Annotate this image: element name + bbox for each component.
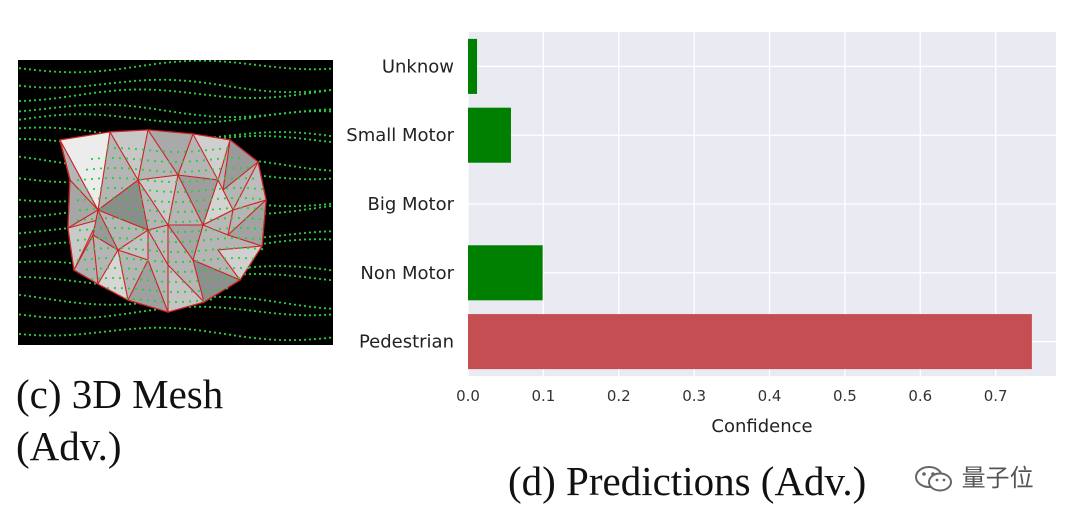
category-label: Pedestrian: [359, 332, 454, 353]
mesh-image: [18, 60, 333, 345]
watermark: 量子位: [914, 458, 1034, 493]
wechat-logo-icon: [915, 466, 952, 492]
x-tick-label: 0.1: [531, 387, 555, 405]
mesh-body: [59, 129, 267, 313]
category-label: Small Motor: [346, 125, 454, 146]
bar-small-motor: [468, 107, 511, 163]
x-axis-label: Confidence: [711, 416, 812, 437]
x-tick-label: 0.2: [607, 387, 631, 405]
category-label: Big Motor: [367, 194, 454, 215]
category-label: Unknow: [382, 56, 454, 77]
category-label: Non Motor: [360, 263, 454, 284]
x-tick-label: 0.7: [984, 387, 1008, 405]
mesh-caption-line1: (c) 3D Mesh: [16, 371, 224, 417]
mesh-drawing: [18, 60, 332, 342]
predictions-caption: (d) Predictions (Adv.): [508, 458, 867, 504]
x-tick-label: 0.3: [682, 387, 706, 405]
mesh-point-overlay: [76, 146, 264, 304]
bar-unknow: [468, 38, 478, 94]
x-tick-label: 0.6: [908, 387, 932, 405]
bar-non-motor: [468, 245, 543, 301]
x-tick-label: 0.5: [833, 387, 857, 405]
x-tick-label: 0.0: [456, 387, 480, 405]
watermark-text: 量子位: [961, 464, 1034, 492]
predictions-chart: 0.0 0.1 0.2 0.3 0.4 0.5 0.6 0.7 Unknow Small Moto…: [346, 32, 1056, 437]
x-tick-label: 0.4: [758, 387, 782, 405]
mesh-caption-line2: (Adv.): [16, 423, 122, 469]
bar-pedestrian: [468, 314, 1032, 370]
